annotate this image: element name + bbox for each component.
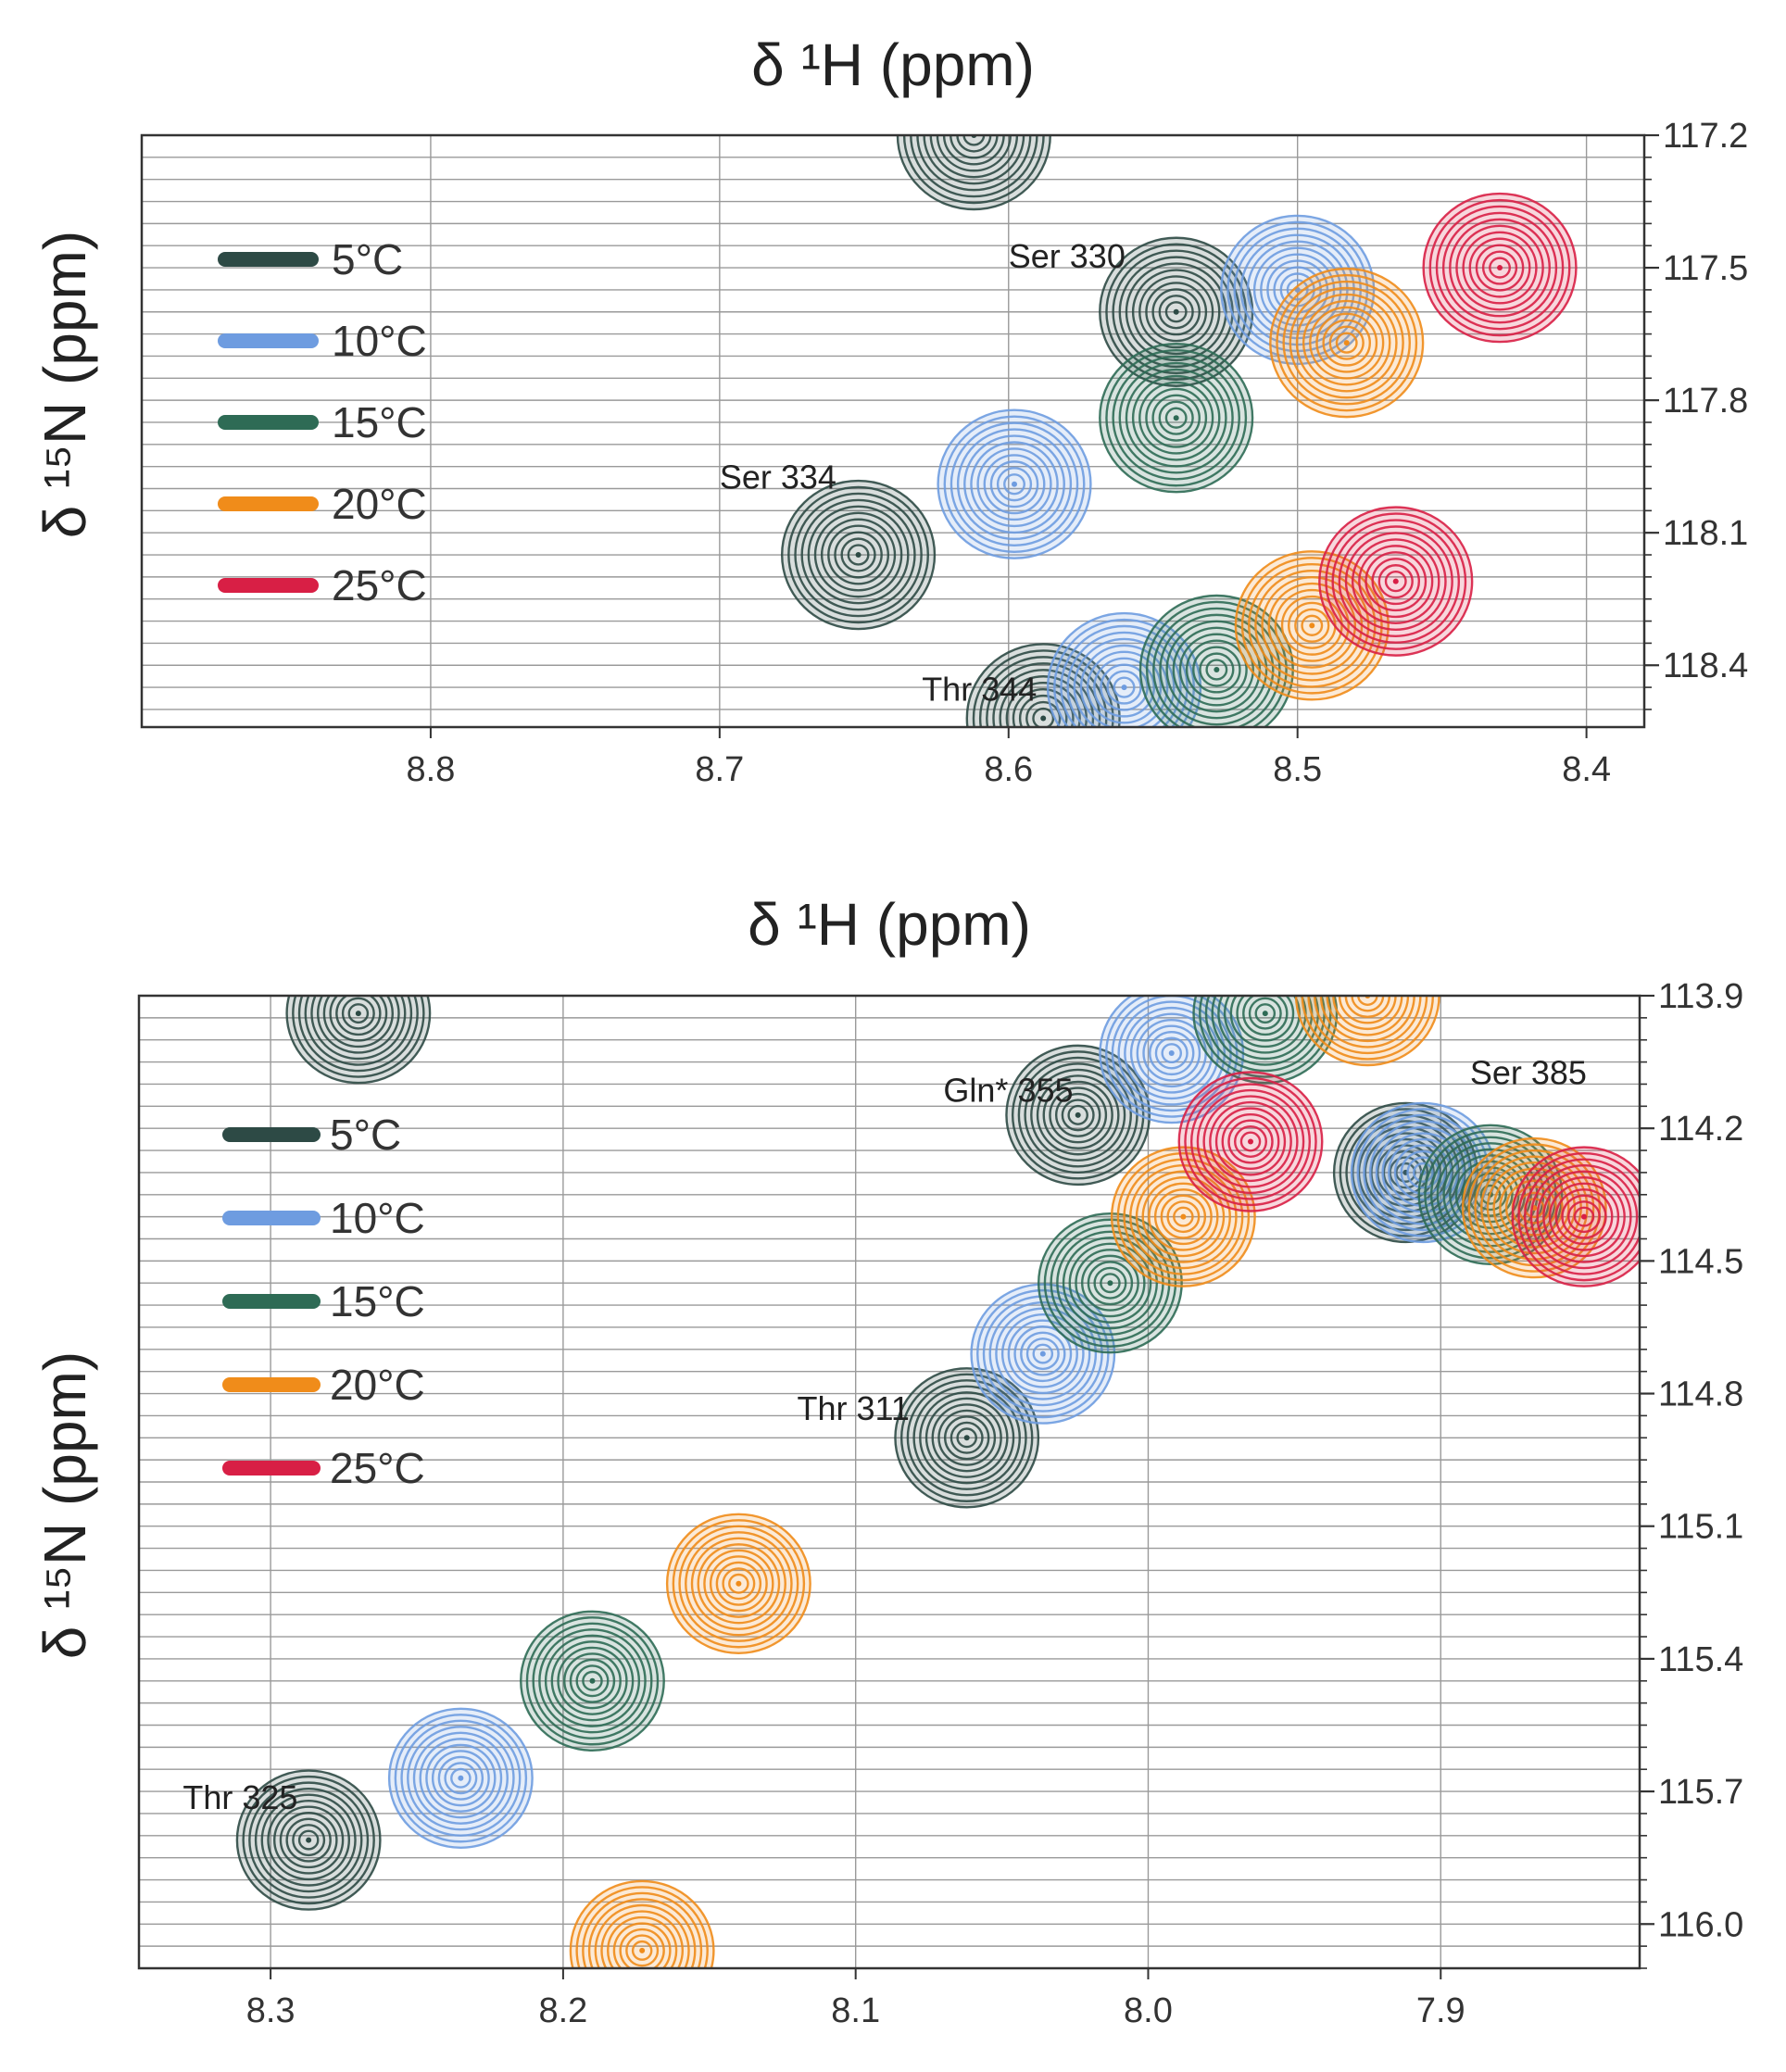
peak-4-0 <box>1177 1071 1324 1212</box>
peak-annotation: Thr 344 <box>922 670 1037 708</box>
chart-panel-1: δ ¹H (ppm) δ ¹⁵N (ppm) 8.8 8.7 8.6 8.5 8.4 117.… <box>31 31 1748 789</box>
peak-annotation: Ser 334 <box>720 458 836 496</box>
peak-0-1 <box>1099 236 1254 387</box>
x-tick-label: 7.9 <box>1416 1991 1465 2030</box>
peak-annotation: Thr 311 <box>798 1389 910 1427</box>
peak-3-0 <box>1269 267 1425 419</box>
y-tick-label: 115.4 <box>1658 1640 1743 1679</box>
peak-2-0 <box>1099 342 1254 494</box>
plot-frame <box>140 133 1646 729</box>
plot-frame <box>137 994 1641 1970</box>
peak-0-0 <box>896 135 1051 211</box>
y-tick-label: 117.8 <box>1663 382 1748 421</box>
legend-label: 20°C <box>332 480 427 528</box>
x-tick-label: 8.3 <box>246 1991 296 2030</box>
peak-0-2 <box>780 479 937 631</box>
y-axis-label: δ ¹⁵N (ppm) <box>31 231 98 538</box>
peak-0-4 <box>235 1769 382 1911</box>
peaks <box>235 996 1640 1968</box>
legend-label: 10°C <box>332 317 427 365</box>
peak-0-1 <box>1005 1044 1151 1187</box>
x-tick-label: 8.0 <box>1124 1991 1173 2030</box>
peak-1-1 <box>937 408 1092 559</box>
y-tick-label: 115.7 <box>1658 1773 1743 1812</box>
x-tick-label: 8.6 <box>984 750 1033 789</box>
legend-label: 20°C <box>330 1361 425 1409</box>
peak-3-4 <box>569 1879 715 1968</box>
y-tick-label: 115.1 <box>1658 1508 1743 1547</box>
peak-1-2 <box>1046 611 1202 727</box>
peak-2-3 <box>520 1610 665 1752</box>
legend-label: 25°C <box>332 561 427 609</box>
y-tick-label: 113.9 <box>1658 977 1743 1016</box>
legend-label: 5°C <box>330 1111 401 1159</box>
peak-annotation: Ser 385 <box>1470 1053 1587 1091</box>
peak-2-0 <box>1192 996 1339 1085</box>
legend-label: 15°C <box>330 1277 425 1325</box>
y-tick-label: 116.0 <box>1658 1905 1743 1944</box>
peak-3-3 <box>665 1513 811 1654</box>
legend-label: 5°C <box>332 235 403 283</box>
y-tick-label: 114.2 <box>1658 1110 1743 1149</box>
x-tick-label: 8.1 <box>831 1991 880 2030</box>
y-tick-label: 118.4 <box>1663 647 1748 685</box>
peak-2-2 <box>1037 1212 1183 1354</box>
peak-4-1 <box>1318 506 1474 657</box>
peak-3-1 <box>1234 550 1390 701</box>
legend: 5°C 10°C 15°C 20°C 25°C <box>218 235 427 609</box>
chart-title: δ ¹H (ppm) <box>751 31 1035 98</box>
peak-1-3 <box>387 1707 534 1849</box>
y-tick-label: 117.5 <box>1663 249 1748 288</box>
peak-annotation: Thr 325 <box>182 1778 297 1816</box>
legend-label: 15°C <box>332 398 427 446</box>
legend-label: 10°C <box>330 1194 425 1242</box>
legend-label: 25°C <box>330 1444 425 1492</box>
x-tick-label: 8.7 <box>695 750 744 789</box>
y-tick-label: 118.1 <box>1663 514 1748 553</box>
peak-4-1 <box>1511 1146 1640 1287</box>
peak-4-0 <box>1422 192 1578 344</box>
chart-title: δ ¹H (ppm) <box>748 891 1031 958</box>
peak-annotation: Ser 330 <box>1009 237 1126 275</box>
y-tick-label: 114.5 <box>1658 1242 1743 1281</box>
x-tick-label: 8.2 <box>538 1991 587 2030</box>
peak-0-3 <box>965 643 1121 727</box>
peak-1-2 <box>970 1283 1116 1425</box>
peak-1-0 <box>1220 214 1376 366</box>
peak-0-0 <box>285 996 432 1085</box>
x-tick-label: 8.4 <box>1562 750 1611 789</box>
x-tick-label: 8.8 <box>407 750 456 789</box>
legend: 5°C 10°C 15°C 20°C 25°C <box>222 1111 425 1492</box>
chart-panel-2: δ ¹H (ppm) δ ¹⁵N (ppm) 8.3 8.2 8.1 8.0 7.9 113.… <box>31 891 1743 2030</box>
y-tick-label: 117.2 <box>1663 117 1748 156</box>
x-tick-label: 8.5 <box>1273 750 1322 789</box>
peak-annotation: Gln* 355 <box>943 1072 1073 1110</box>
peaks <box>780 135 1578 727</box>
y-tick-label: 114.8 <box>1658 1375 1743 1414</box>
y-axis-label: δ ¹⁵N (ppm) <box>31 1351 98 1659</box>
peak-3-0 <box>1294 996 1440 1067</box>
